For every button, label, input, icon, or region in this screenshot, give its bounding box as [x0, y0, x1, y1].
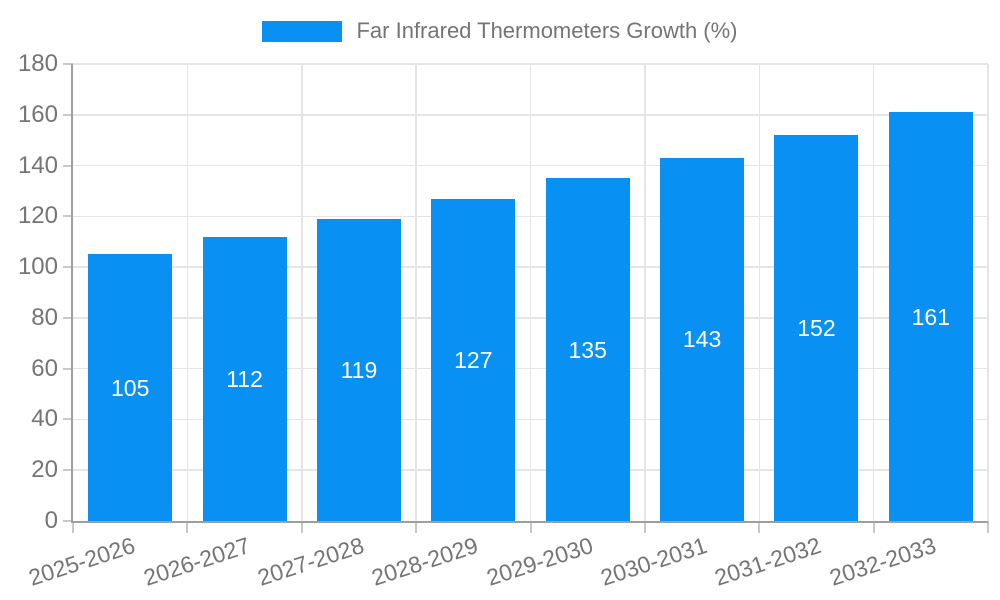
x-tick	[643, 521, 646, 533]
y-tick-label: 100	[17, 253, 58, 281]
x-axis-line	[71, 521, 988, 523]
bar	[774, 135, 859, 521]
bar-value-label: 161	[911, 303, 950, 330]
y-tick	[63, 113, 73, 116]
y-tick	[63, 164, 73, 167]
y-tick	[63, 367, 73, 370]
y-tick-label: 0	[44, 507, 58, 534]
bar	[316, 218, 401, 521]
bar	[431, 198, 516, 521]
bar-value-label: 105	[111, 374, 150, 401]
gridline-x	[872, 64, 875, 521]
bar	[202, 236, 287, 521]
x-tick	[186, 521, 189, 533]
bar	[888, 112, 973, 521]
y-axis-line	[71, 64, 73, 523]
bar-value-label: 135	[568, 336, 607, 363]
y-tick-label: 20	[31, 456, 58, 484]
y-tick-label: 60	[31, 354, 58, 382]
gridline-x	[987, 64, 989, 521]
x-tick	[300, 521, 303, 533]
gridline-x	[644, 64, 646, 521]
y-tick-label: 140	[17, 151, 58, 179]
gridline-x	[529, 64, 532, 521]
bar-value-label: 112	[226, 365, 263, 392]
x-tick	[72, 521, 74, 533]
y-tick-label: 160	[17, 100, 58, 128]
y-tick	[63, 469, 73, 472]
y-tick	[63, 316, 73, 319]
gridline-x	[301, 64, 303, 521]
bar-value-label: 127	[454, 346, 493, 373]
y-tick	[63, 418, 73, 421]
gridline-x	[186, 64, 189, 521]
x-tick	[758, 521, 761, 533]
x-tick	[872, 521, 875, 533]
legend-label: Far Infrared Thermometers Growth (%)	[356, 18, 738, 43]
y-tick	[63, 266, 73, 269]
y-tick-label: 180	[17, 50, 58, 77]
y-tick	[63, 520, 73, 522]
x-tick	[529, 521, 532, 533]
y-tick	[63, 215, 73, 218]
legend-swatch	[262, 20, 343, 42]
bar	[88, 254, 173, 521]
bar	[660, 157, 745, 521]
x-tick	[987, 521, 989, 533]
y-tick-label: 80	[31, 303, 58, 331]
y-tick-label: 40	[31, 405, 58, 433]
gridline-x	[415, 64, 417, 521]
x-tick	[415, 521, 418, 533]
bar	[545, 178, 630, 521]
bar-value-label: 152	[797, 315, 836, 342]
bar-value-label: 143	[682, 326, 722, 353]
gridline-x	[758, 64, 760, 521]
bar-value-label: 119	[340, 356, 378, 383]
chart-legend: Far Infrared Thermometers Growth (%)	[0, 18, 1000, 44]
y-tick-label: 120	[17, 202, 58, 230]
y-tick	[63, 63, 73, 65]
